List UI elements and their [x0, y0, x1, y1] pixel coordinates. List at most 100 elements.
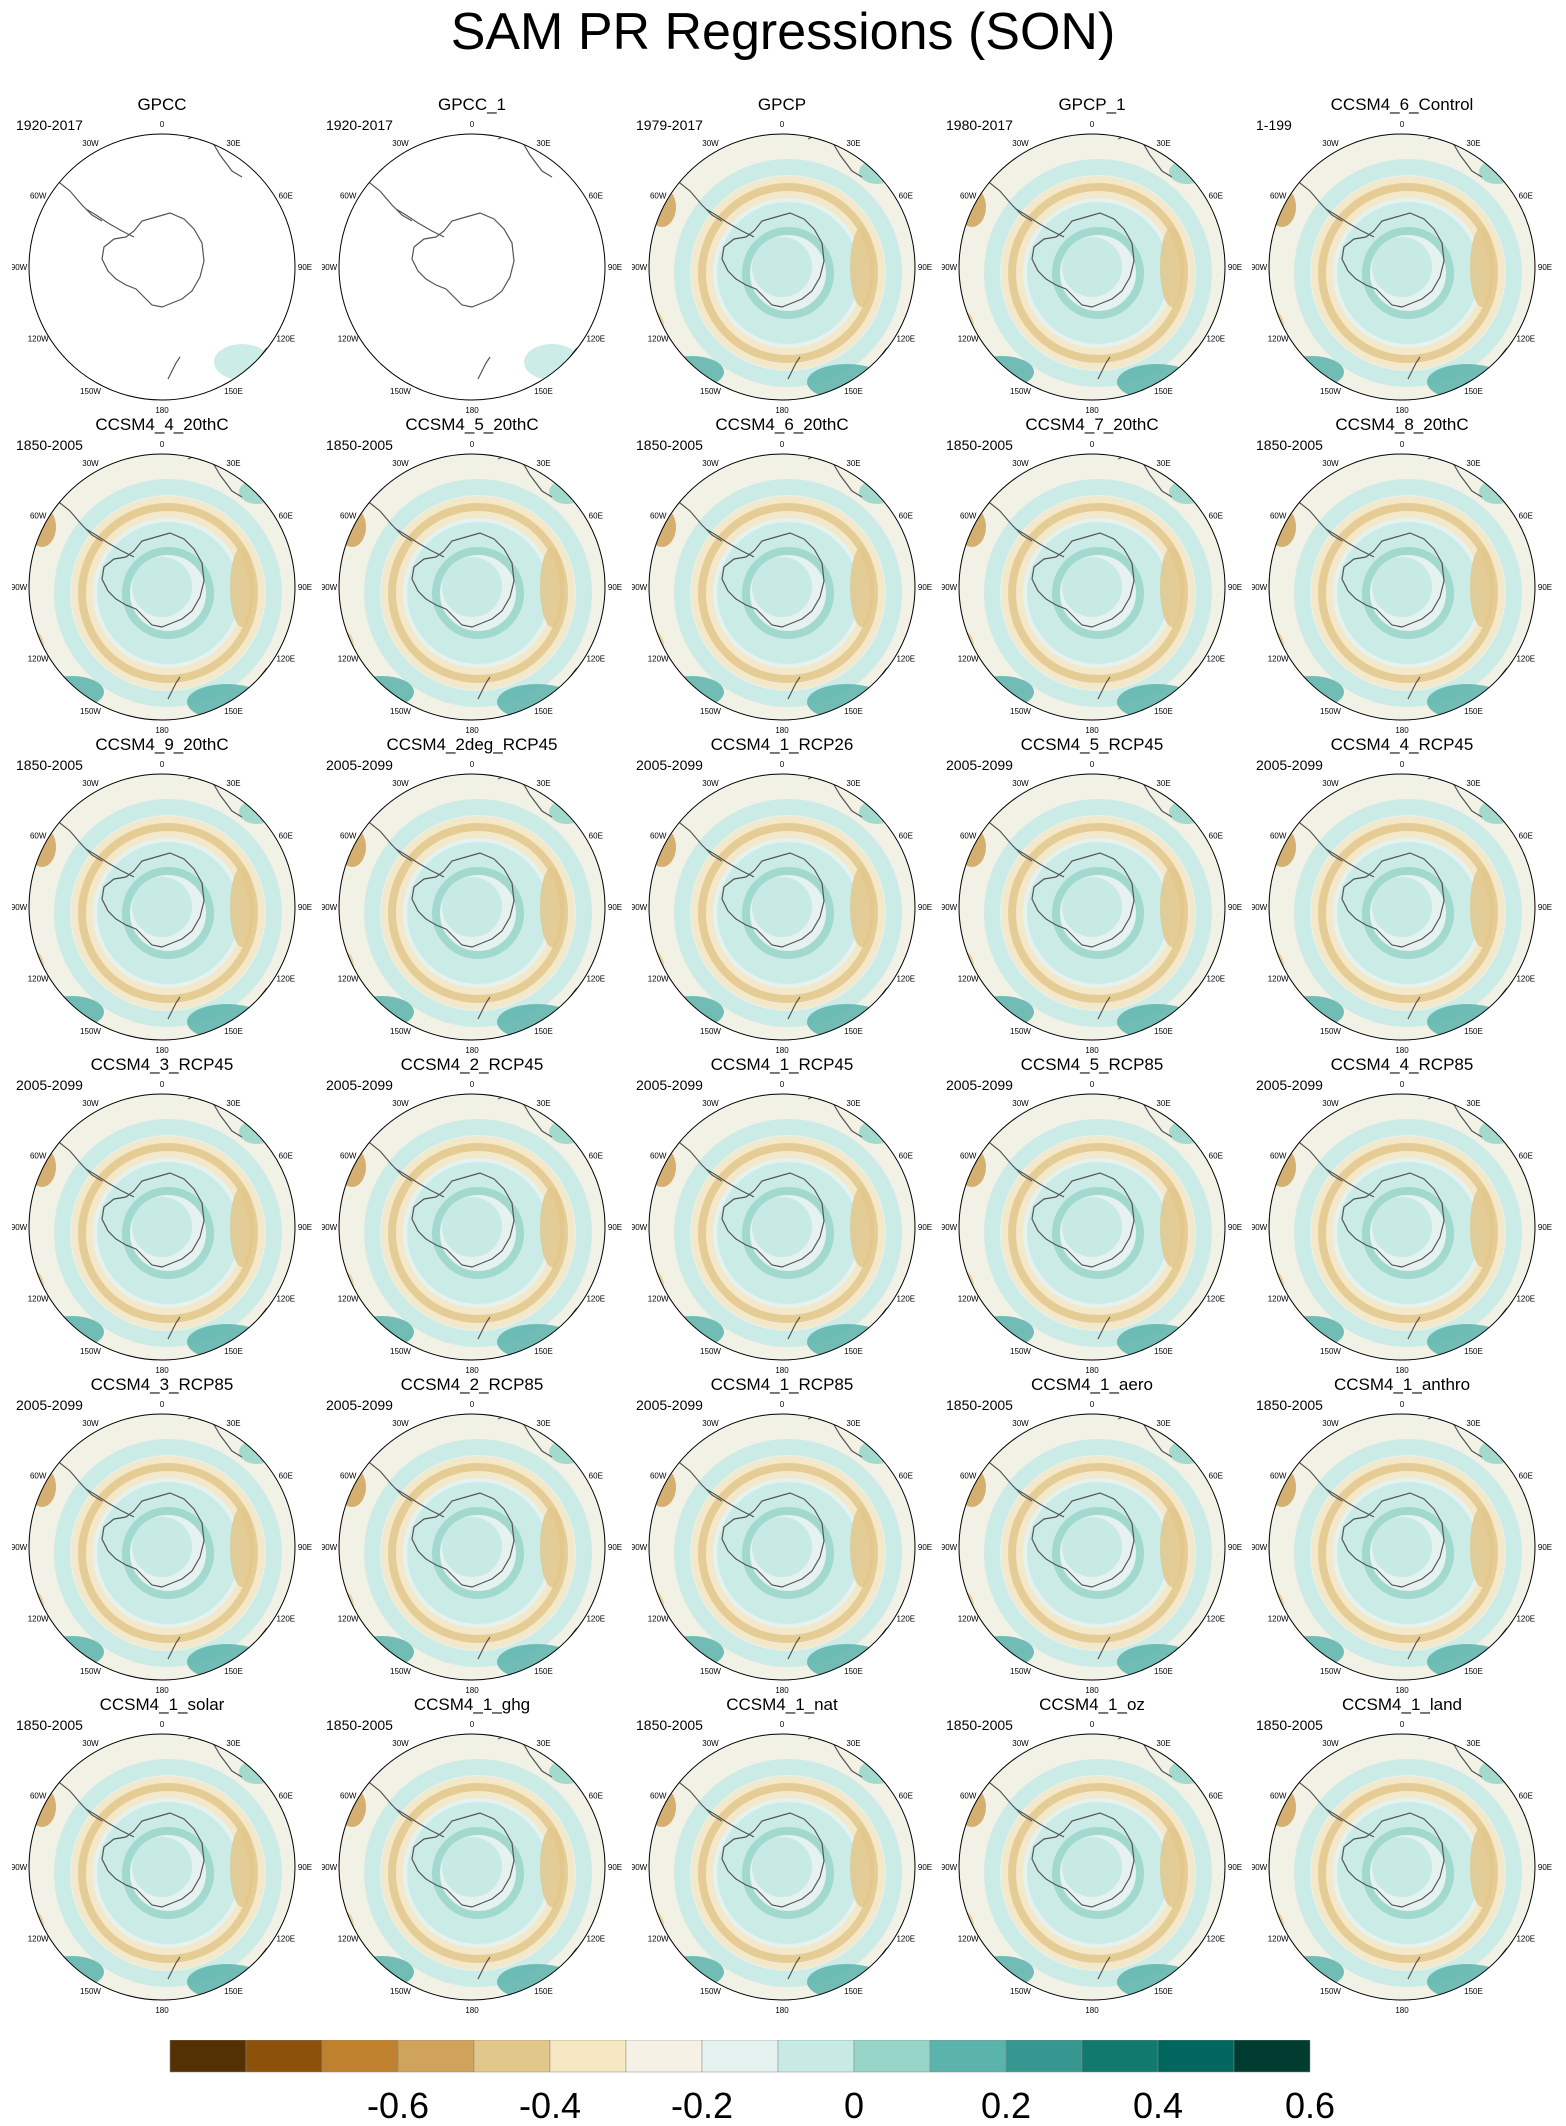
coastline	[1407, 996, 1421, 1020]
panel-period: 2005-2099	[946, 757, 1013, 773]
coastline	[395, 528, 445, 558]
longitude-label: 60E	[899, 512, 913, 521]
longitude-label: 120W	[648, 335, 669, 344]
longitude-label: 30E	[1466, 139, 1480, 148]
polar-stereographic-map: 0 30E 60E 90E 120E 150E 180 150W 120W 90W 60W 30W	[12, 120, 312, 415]
coastline	[497, 454, 553, 498]
longitude-label: 0	[1400, 760, 1405, 769]
longitude-label: 60W	[1270, 192, 1287, 201]
coastline	[1325, 208, 1375, 238]
panel-title: CCSM4_5_RCP45	[1020, 735, 1164, 754]
colorbar-swatch	[625, 2040, 703, 2073]
colorbar-swatch	[397, 2040, 475, 2073]
longitude-label: 90E	[1538, 263, 1552, 272]
regression-contour-band	[649, 1734, 915, 2000]
longitude-label: 90W	[942, 1223, 958, 1232]
longitude-label: 30W	[1322, 1099, 1339, 1108]
coastline	[1015, 1168, 1065, 1198]
panel-title: CCSM4_1_aero	[1031, 1375, 1153, 1394]
longitude-label: 120E	[1206, 335, 1225, 344]
regression-anomaly-blob	[40, 996, 104, 1028]
longitude-label: 90E	[1538, 583, 1552, 592]
longitude-label: 90E	[1228, 1543, 1242, 1552]
regression-anomaly-blob	[350, 1956, 414, 1988]
panel-period: 1850-2005	[636, 437, 703, 453]
map-boundary	[1268, 1093, 1536, 1361]
longitude-label: 30E	[846, 779, 860, 788]
longitude-label: 120E	[896, 335, 915, 344]
regression-anomaly-blob	[540, 1187, 564, 1267]
longitude-label: 150W	[1320, 1667, 1341, 1676]
map-panel: CCSM4_1_RCP26 2005-2099 0 30E 60E 90E 120E 150E…	[632, 735, 932, 1057]
colorbar-swatch	[245, 2040, 323, 2073]
longitude-label: 0	[160, 120, 165, 129]
longitude-label: 60W	[340, 832, 357, 841]
longitude-label: 150W	[1010, 387, 1031, 396]
longitude-label: 90W	[12, 263, 28, 272]
longitude-label: 30E	[226, 1739, 240, 1748]
coastline	[1117, 1094, 1173, 1138]
longitude-label: 30E	[536, 1099, 550, 1108]
longitude-label: 120E	[896, 975, 915, 984]
longitude-label: 150W	[1010, 1987, 1031, 1996]
map-boundary	[648, 1413, 916, 1681]
regression-anomaly-blob	[1169, 1440, 1205, 1464]
regression-anomaly-blob	[850, 1187, 874, 1267]
map-boundary	[1268, 773, 1536, 1041]
longitude-label: 120E	[896, 1935, 915, 1944]
longitude-label: 90E	[1228, 1863, 1242, 1872]
map-boundary	[28, 133, 296, 401]
longitude-label: 90E	[608, 1223, 622, 1232]
longitude-label: 60W	[30, 1792, 47, 1801]
coastline	[1325, 1488, 1375, 1518]
regression-contour-band	[959, 1734, 1225, 2000]
regression-anomaly-blob	[660, 676, 724, 708]
polar-stereographic-map: 0 30E 60E 90E 120E 150E 180 150W 120W 90W 60W 30W	[632, 1720, 932, 2015]
longitude-label: 30W	[82, 139, 99, 148]
longitude-label: 60W	[340, 1472, 357, 1481]
colorbar-tick-label: -0.6	[367, 2085, 429, 2126]
coastline	[497, 1734, 553, 1778]
coastline	[1407, 1636, 1421, 1660]
regression-anomaly-blob	[230, 867, 254, 947]
regression-contour-band	[1318, 183, 1498, 363]
longitude-label: 90W	[12, 1863, 28, 1872]
colorbar-swatch	[1005, 2040, 1083, 2073]
coastline	[721, 1172, 825, 1268]
regression-anomaly-blob	[859, 1120, 895, 1144]
longitude-label: 30E	[1156, 1099, 1170, 1108]
longitude-label: 180	[1085, 1366, 1099, 1375]
longitude-label: 150E	[1154, 1347, 1173, 1356]
coastline	[477, 1316, 491, 1340]
map-boundary	[958, 1093, 1226, 1361]
longitude-label: 60E	[279, 512, 293, 521]
longitude-label: 30W	[702, 459, 719, 468]
longitude-label: 0	[1090, 1720, 1095, 1729]
longitude-label: 0	[1400, 1400, 1405, 1409]
longitude-label: 30E	[1466, 1099, 1480, 1108]
longitude-label: 120E	[896, 1615, 915, 1624]
longitude-label: 150E	[534, 1667, 553, 1676]
polar-stereographic-map: 0 30E 60E 90E 120E 150E 180 150W 120W 90W 60W 30W	[12, 1720, 312, 2015]
colorbar-swatch	[321, 2040, 399, 2073]
longitude-label: 150W	[390, 1027, 411, 1036]
longitude-label: 0	[1090, 120, 1095, 129]
longitude-label: 30W	[1322, 779, 1339, 788]
map-boundary	[28, 1733, 296, 2001]
regression-anomaly-blob	[230, 1187, 254, 1267]
coastline	[787, 996, 801, 1020]
coastline	[1427, 1734, 1483, 1778]
longitude-label: 120E	[276, 335, 295, 344]
longitude-label: 180	[1085, 1046, 1099, 1055]
regression-anomaly-blob	[850, 227, 874, 307]
regression-contour-band	[1362, 1187, 1454, 1279]
regression-contour-band	[742, 1827, 834, 1919]
coastline	[807, 134, 863, 178]
longitude-label: 30E	[536, 779, 550, 788]
panel-title: CCSM4_2deg_RCP45	[386, 735, 558, 754]
colorbar-swatch	[169, 2040, 247, 2073]
map-boundary	[958, 133, 1226, 401]
colorbar-tick-label: -0.4	[519, 2085, 581, 2126]
longitude-label: 180	[155, 1686, 169, 1695]
regression-anomaly-blob	[40, 1316, 104, 1348]
